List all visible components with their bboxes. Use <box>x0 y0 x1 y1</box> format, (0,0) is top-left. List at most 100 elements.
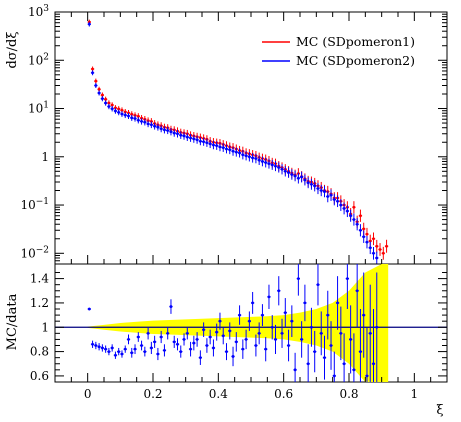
sdpomeron1-point-marker <box>385 244 388 248</box>
ratio-point-marker <box>218 319 222 323</box>
ratio-point-marker <box>244 338 248 341</box>
ratio-point-marker <box>205 344 209 347</box>
ratio-point <box>205 338 209 353</box>
ratio-point-marker <box>290 319 294 323</box>
sdpomeron2-point-marker <box>228 148 232 152</box>
sdpomeron1-point-marker <box>133 114 137 117</box>
sdpomeron2-point-marker <box>368 246 372 250</box>
ratio-point-marker <box>313 350 317 353</box>
sdpomeron1-point-marker <box>123 110 127 114</box>
ratio-point-marker <box>310 325 313 329</box>
sdpomeron2-point-marker <box>365 240 369 244</box>
ratio-point-marker <box>110 346 114 350</box>
sdpomeron2-point <box>107 103 111 110</box>
ratio-point <box>198 350 202 365</box>
ratio-point <box>329 321 333 370</box>
x-tick-label: 0.4 <box>209 387 228 401</box>
ratio-point <box>192 335 196 351</box>
ratio-point <box>283 298 287 328</box>
ratio-point <box>313 330 317 373</box>
sdpomeron2-point-marker <box>110 107 114 111</box>
ratio-point-marker <box>97 345 101 349</box>
ratio-point-marker <box>130 351 134 355</box>
ratio-point-marker <box>254 344 258 347</box>
main-y-axis-label: dσ/dξ <box>5 31 20 68</box>
sdpomeron2-point-marker <box>212 143 215 147</box>
sdpomeron2-point <box>120 111 124 117</box>
sdpomeron2-point-marker <box>133 117 137 120</box>
ratio-point <box>159 330 163 344</box>
ratio-point <box>316 264 320 306</box>
ratio-point <box>254 334 258 357</box>
ratio-point-marker <box>172 340 176 344</box>
legend: MC (SDpomeron1) MC (SDpomeron2) <box>262 34 415 68</box>
sdpomeron2-point <box>368 241 372 255</box>
sdpomeron2-point-marker <box>143 120 147 124</box>
sdpomeron2-point <box>260 156 265 167</box>
ratio-point <box>100 344 104 352</box>
ratio-point-marker <box>270 325 274 329</box>
sdpomeron2-point <box>309 178 314 190</box>
ratio-point <box>273 324 278 355</box>
ratio-point-marker <box>345 277 349 280</box>
sdpomeron2-point-marker <box>169 130 173 134</box>
sdpomeron2-point-marker <box>352 218 356 221</box>
sdpomeron2-point-marker <box>127 114 130 118</box>
ratio-point <box>267 284 271 310</box>
sdpomeron2-point <box>277 162 281 173</box>
sdpomeron1-point-marker <box>136 114 140 118</box>
sdpomeron2-point <box>237 148 242 158</box>
ratio-point <box>97 343 101 351</box>
sdpomeron2-point <box>371 246 376 260</box>
sdpomeron2-point-marker <box>97 91 101 95</box>
sdpomeron1-point-marker <box>140 116 143 120</box>
ratio-point <box>237 305 242 325</box>
sdpomeron2-point-marker <box>241 153 245 157</box>
sdpomeron2-point <box>156 123 160 131</box>
x-tick-label: 0.2 <box>143 387 162 401</box>
sdpomeron1-point <box>381 246 385 260</box>
x-tick-label: 0.6 <box>274 387 293 401</box>
ratio-point <box>202 322 206 337</box>
sdpomeron1-point-marker <box>97 87 101 91</box>
sdpomeron1-point-marker <box>91 67 94 71</box>
ratio-band-area <box>87 264 389 382</box>
ratio-point-marker <box>228 329 232 333</box>
ratio-point-marker <box>342 362 346 366</box>
sdpomeron2-point-marker <box>117 111 121 114</box>
sdpomeron2-point <box>254 153 258 164</box>
sdpomeron2-point <box>339 199 343 211</box>
ratio-point <box>241 339 245 359</box>
sdpomeron2-point <box>133 115 137 122</box>
sdpomeron2-point-marker <box>221 146 225 149</box>
main-y-tick-label: 10−2 <box>20 245 49 260</box>
sdpomeron2-point <box>172 129 176 137</box>
ratio-point-marker <box>234 340 238 344</box>
main-panel: 10−2 10−1 1 101 102 103 dσ/dξ <box>5 4 448 265</box>
ratio-point <box>179 345 183 358</box>
ratio-point <box>349 305 353 374</box>
sdpomeron2-point <box>362 230 366 243</box>
ratio-point <box>280 318 284 348</box>
main-plot-frame <box>54 11 448 265</box>
ratio-series-group <box>87 264 379 382</box>
ratio-point-marker <box>372 362 375 366</box>
ratio-point <box>306 344 310 382</box>
legend-item-sdpomeron1: MC (SDpomeron1) <box>262 34 415 49</box>
ratio-point-marker <box>208 335 212 339</box>
ratio-point <box>182 333 186 346</box>
ratio-point <box>185 327 189 340</box>
ratio-point-marker <box>293 368 297 372</box>
legend-label-sdpomeron1: MC (SDpomeron1) <box>296 34 415 49</box>
sdpomeron2-point-marker <box>244 154 248 158</box>
sdpomeron1-point-marker <box>365 232 369 236</box>
ratio-point <box>375 272 379 382</box>
sdpomeron2-point <box>335 195 340 208</box>
ratio-point <box>290 305 294 337</box>
sdpomeron1-point-marker <box>130 112 134 116</box>
ratio-point-marker <box>352 368 356 372</box>
ratio-point-marker <box>87 307 91 311</box>
sdpomeron2-point-marker <box>339 203 343 207</box>
sdpomeron2-point <box>322 185 327 198</box>
